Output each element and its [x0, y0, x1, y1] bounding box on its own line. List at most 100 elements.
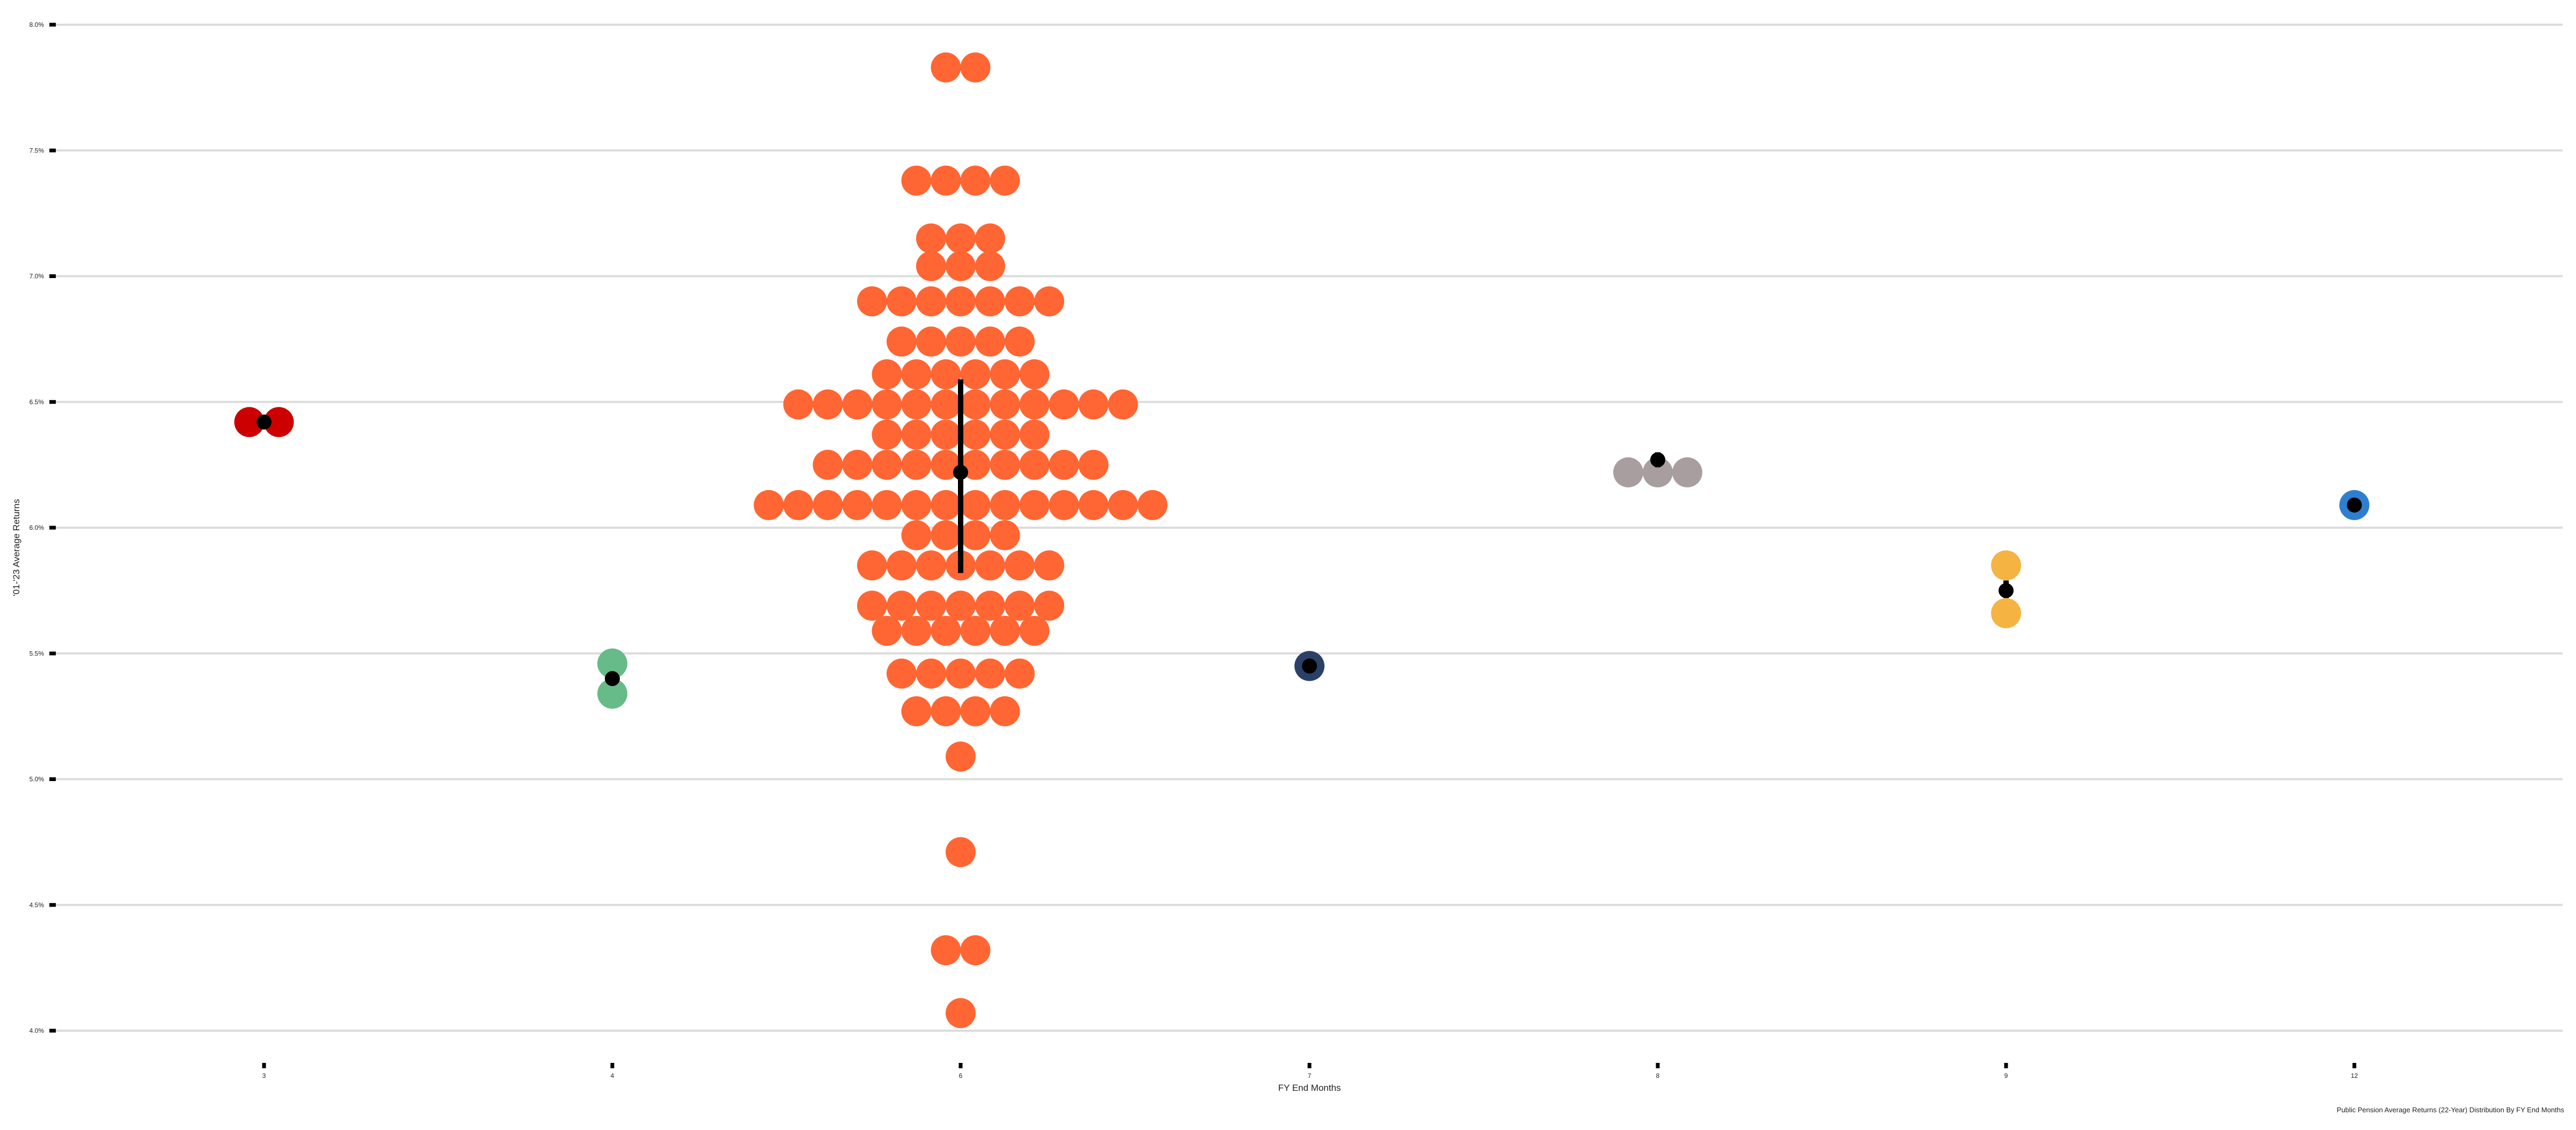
data-point-6-2 — [931, 616, 961, 646]
data-point-4-0 — [597, 679, 627, 709]
data-point-6-3 — [872, 389, 902, 420]
data-point-6-11 — [1078, 490, 1109, 520]
data-point-6-1 — [842, 449, 873, 480]
data-point-6-4 — [975, 590, 1005, 621]
data-point-6-0 — [887, 326, 917, 357]
data-point-6-1 — [813, 389, 843, 420]
y-tick-label: 5.5% — [30, 650, 45, 657]
data-point-6-1 — [960, 935, 991, 966]
data-point-6-0 — [901, 520, 932, 551]
data-point-8-1 — [1643, 457, 1673, 487]
data-point-6-0 — [753, 490, 784, 520]
data-point-6-4 — [990, 616, 1020, 646]
data-point-6-1 — [901, 616, 932, 646]
data-point-6-1 — [783, 490, 814, 520]
data-point-6-5 — [1019, 419, 1050, 450]
mean-marker-3 — [257, 414, 272, 430]
y-tick-label: 5.0% — [30, 776, 45, 783]
data-point-6-5 — [1005, 286, 1035, 317]
data-point-6-1 — [960, 52, 991, 83]
data-point-6-2 — [960, 696, 991, 727]
data-point-6-6 — [960, 389, 991, 420]
data-point-6-3 — [975, 658, 1005, 689]
data-point-8-0 — [1613, 457, 1643, 487]
data-point-6-0 — [872, 616, 902, 646]
data-point-6-4 — [901, 389, 932, 420]
data-point-6-2 — [960, 520, 991, 551]
chart-caption: Public Pension Average Returns (22-Year)… — [2337, 1106, 2564, 1114]
data-point-6-7 — [960, 490, 991, 520]
data-points — [234, 52, 2369, 1029]
data-point-6-4 — [975, 550, 1005, 581]
data-point-6-2 — [946, 658, 976, 689]
x-tick-label: 4 — [611, 1072, 614, 1080]
data-point-6-2 — [931, 359, 961, 390]
data-point-6-4 — [990, 419, 1020, 450]
data-point-6-9 — [1049, 389, 1079, 420]
data-point-6-0 — [901, 165, 932, 196]
data-point-6-5 — [1005, 550, 1035, 581]
data-point-6-1 — [901, 419, 932, 450]
data-point-6-13 — [1137, 490, 1168, 520]
data-point-6-7 — [990, 389, 1020, 420]
data-point-6-5 — [1019, 616, 1050, 646]
data-point-6-5 — [931, 389, 961, 420]
mean-marker-12 — [2347, 497, 2362, 513]
data-point-6-5 — [1019, 359, 1050, 390]
data-point-6-2 — [916, 590, 946, 621]
data-point-6-8 — [1049, 449, 1079, 480]
data-point-6-0 — [946, 998, 976, 1029]
data-point-6-1 — [931, 520, 961, 551]
x-tick-label: 6 — [959, 1072, 963, 1080]
data-point-6-4 — [872, 490, 902, 520]
data-point-6-2 — [975, 251, 1005, 281]
data-point-6-4 — [1005, 658, 1035, 689]
data-point-6-2 — [916, 286, 946, 317]
data-point-6-8 — [1019, 389, 1050, 420]
data-point-6-11 — [1108, 389, 1138, 420]
data-point-6-3 — [990, 520, 1020, 551]
data-point-6-0 — [887, 658, 917, 689]
y-tick-label: 7.0% — [30, 273, 45, 280]
data-point-6-8 — [990, 490, 1020, 520]
data-point-9-0 — [1991, 598, 2021, 629]
data-point-6-1 — [931, 165, 961, 196]
mean-marker-9 — [1999, 583, 2014, 599]
data-point-6-3 — [960, 359, 991, 390]
data-point-6-0 — [916, 251, 946, 281]
data-point-6-3 — [960, 419, 991, 450]
data-point-6-9 — [1078, 449, 1109, 480]
data-point-6-0 — [783, 389, 814, 420]
y-tick-label: 4.0% — [30, 1027, 45, 1034]
x-tick-label: 12 — [2351, 1072, 2358, 1080]
y-tick-label: 6.0% — [30, 524, 45, 531]
data-point-6-0 — [916, 223, 946, 254]
data-point-6-3 — [901, 449, 932, 480]
y-tick-label: 4.5% — [30, 901, 45, 909]
x-tick-label: 3 — [262, 1072, 266, 1080]
y-axis: 4.0% 4.5% 5.0% 5.5% 6.0% 6.5% 7.0% 7.5% 8.0% — [30, 21, 56, 1034]
gridlines — [54, 24, 2563, 1032]
data-point-6-12 — [1108, 490, 1138, 520]
data-point-6-6 — [1034, 550, 1064, 581]
data-point-3-0 — [234, 407, 265, 438]
mean-marker-6 — [953, 464, 968, 480]
data-point-6-9 — [1019, 490, 1050, 520]
y-tick-label: 7.5% — [30, 147, 45, 154]
x-tick-label: 8 — [1656, 1072, 1660, 1080]
data-point-6-2 — [842, 389, 873, 420]
data-point-6-1 — [916, 326, 946, 357]
data-point-6-2 — [946, 326, 976, 357]
data-point-6-3 — [975, 326, 1005, 357]
data-point-6-4 — [1005, 326, 1035, 357]
data-point-6-6 — [1034, 286, 1064, 317]
data-point-6-1 — [887, 590, 917, 621]
mean-marker-8 — [1650, 452, 1665, 468]
data-point-6-0 — [931, 935, 961, 966]
x-tick-label: 7 — [1308, 1072, 1312, 1080]
data-point-6-6 — [990, 449, 1020, 480]
data-point-6-1 — [946, 251, 976, 281]
data-point-6-0 — [813, 449, 843, 480]
data-point-6-0 — [857, 286, 887, 317]
